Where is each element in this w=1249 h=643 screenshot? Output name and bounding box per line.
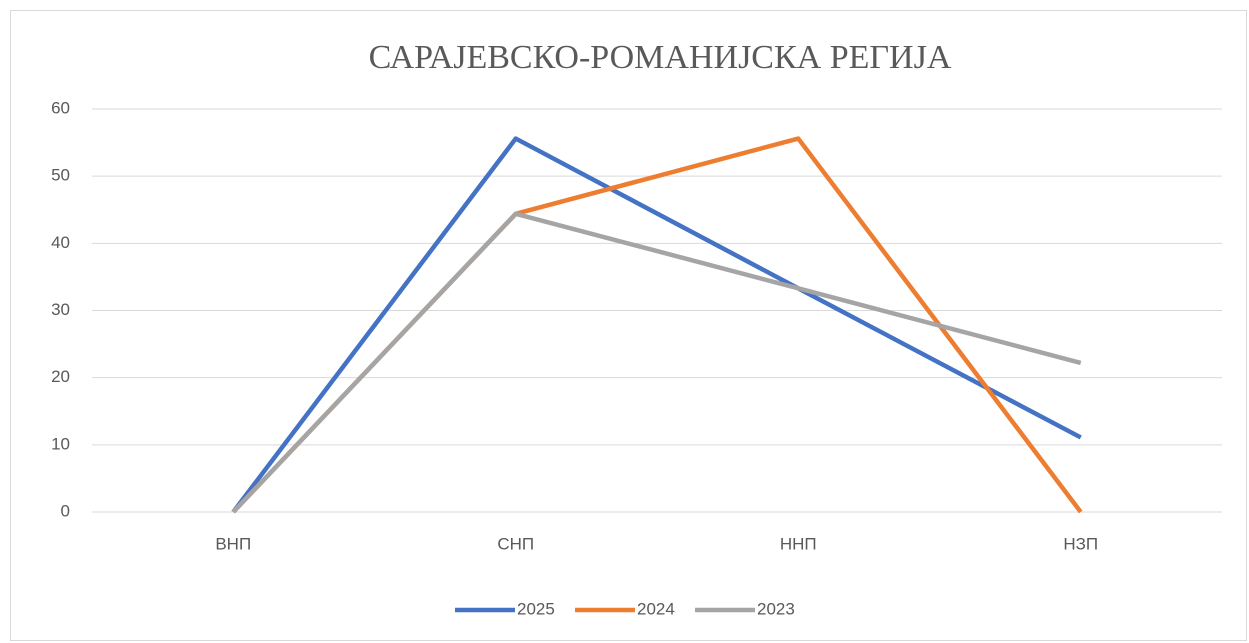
legend-label: 2024 (637, 599, 675, 618)
data-line (231, 136, 1082, 514)
x-tick-label: СНП (497, 534, 534, 553)
x-tick-label: НЗП (1063, 534, 1098, 553)
y-tick-label: 50 (51, 166, 70, 185)
y-tick-label: 0 (61, 501, 70, 520)
legend-label: 2025 (517, 599, 555, 618)
x-tick-label: ВНП (215, 534, 251, 553)
y-tick-label: 10 (51, 434, 70, 453)
chart-title: САРАЈЕВСКО-РОМАНИЈСКА РЕГИЈА (369, 39, 952, 76)
chart-border (10, 10, 1247, 641)
y-tick-label: 40 (51, 233, 70, 252)
y-tick-label: 60 (51, 98, 70, 117)
data-line (231, 211, 1082, 514)
y-tick-label: 30 (51, 300, 70, 319)
x-tick-label: ННП (780, 534, 817, 553)
y-tick-label: 20 (51, 367, 70, 386)
legend-label: 2023 (757, 599, 795, 618)
